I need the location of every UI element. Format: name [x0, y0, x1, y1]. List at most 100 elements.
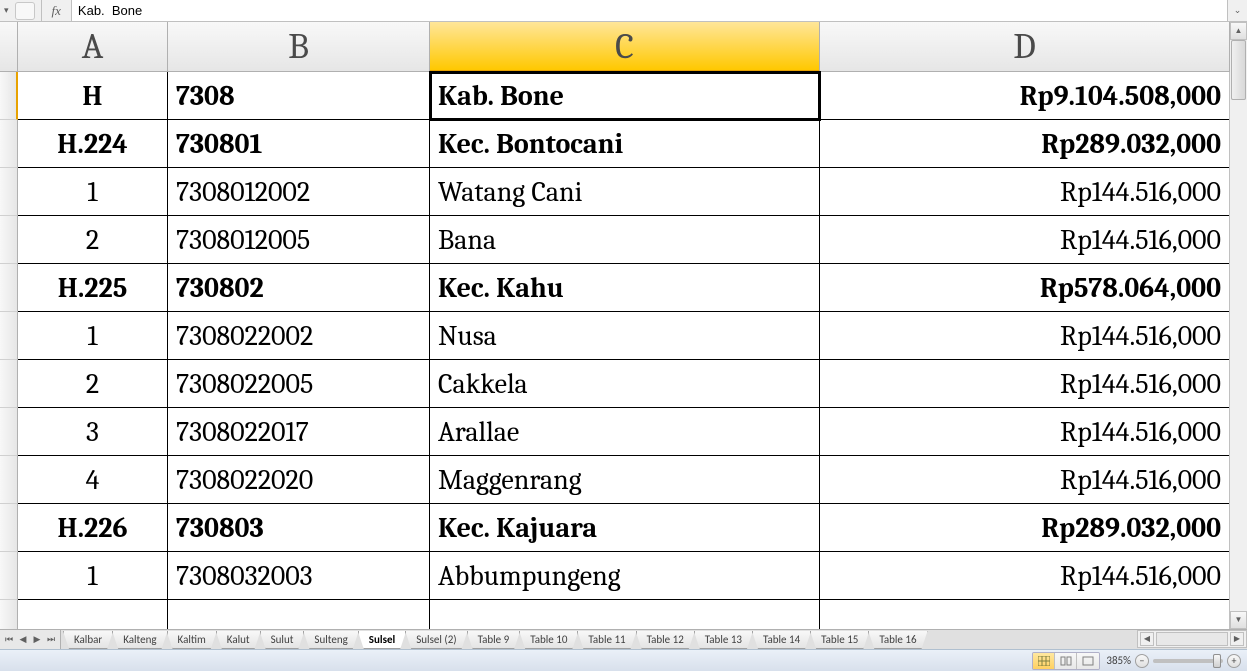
horizontal-scrollbar[interactable]: ◀ ▶	[1137, 630, 1247, 648]
cell[interactable]: 7308012005	[168, 216, 430, 264]
cell[interactable]: 2	[18, 360, 168, 408]
name-box-expand[interactable]	[15, 2, 35, 20]
cell[interactable]: Kec. Bontocani	[430, 120, 820, 168]
cell[interactable]: 1	[18, 312, 168, 360]
sheet-tab[interactable]: Sulteng	[303, 631, 358, 649]
row-header[interactable]	[0, 504, 18, 552]
row-header[interactable]	[0, 600, 18, 629]
cell[interactable]: Rp144.516,000	[820, 456, 1230, 504]
row-header[interactable]	[0, 456, 18, 504]
tab-prev-icon[interactable]: ◀	[16, 632, 30, 648]
scroll-up-icon[interactable]: ▲	[1230, 22, 1247, 40]
row-header[interactable]	[0, 120, 18, 168]
row-header[interactable]	[0, 264, 18, 312]
sheet-tab[interactable]: Kalteng	[112, 631, 167, 649]
row-header[interactable]	[0, 72, 18, 120]
cell[interactable]: 4	[18, 456, 168, 504]
hscroll-right-icon[interactable]: ▶	[1230, 632, 1244, 646]
cell[interactable]: Rp144.516,000	[820, 408, 1230, 456]
cell[interactable]: 730803	[168, 504, 430, 552]
sheet-tab[interactable]: Table 9	[467, 631, 521, 649]
view-layout-icon[interactable]	[1055, 653, 1077, 669]
cell[interactable]: 1	[18, 552, 168, 600]
zoom-level[interactable]: 385%	[1106, 654, 1131, 667]
sheet-tab[interactable]: Kalbar	[63, 631, 113, 649]
cell[interactable]: Rp144.516,000	[820, 216, 1230, 264]
cell[interactable]: Abbumpungeng	[430, 552, 820, 600]
sheet-tab[interactable]: Table 13	[694, 631, 753, 649]
row-header[interactable]	[0, 552, 18, 600]
formula-expand-icon[interactable]: ⌄	[1227, 0, 1247, 21]
formula-input[interactable]	[72, 0, 1227, 21]
scroll-thumb[interactable]	[1231, 40, 1246, 100]
row-header[interactable]	[0, 360, 18, 408]
cell[interactable]: Rp144.516,000	[820, 312, 1230, 360]
cell[interactable]	[820, 600, 1230, 629]
cell[interactable]: Rp289.032,000	[820, 504, 1230, 552]
zoom-out-icon[interactable]: −	[1135, 654, 1149, 668]
cell[interactable]: H.224	[18, 120, 168, 168]
zoom-slider[interactable]	[1153, 659, 1223, 663]
cell[interactable]: 2	[18, 216, 168, 264]
sheet-tab[interactable]: Sulsel (2)	[405, 631, 467, 649]
cell[interactable]: Nusa	[430, 312, 820, 360]
name-box[interactable]: ▾	[0, 0, 42, 21]
cell[interactable]: H.226	[18, 504, 168, 552]
select-all-corner[interactable]	[0, 22, 18, 72]
cell[interactable]: Rp144.516,000	[820, 168, 1230, 216]
column-header-A[interactable]: A	[18, 22, 168, 72]
cell[interactable]: H	[18, 72, 168, 120]
sheet-tab[interactable]: Table 16	[868, 631, 927, 649]
row-header[interactable]	[0, 312, 18, 360]
zoom-thumb[interactable]	[1213, 654, 1221, 668]
sheet-tab[interactable]: Table 11	[577, 631, 636, 649]
sheet-tab[interactable]: Table 15	[810, 631, 869, 649]
cell[interactable]: 1	[18, 168, 168, 216]
cell[interactable]: Kec. Kahu	[430, 264, 820, 312]
sheet-tab[interactable]: Kaltim	[167, 631, 217, 649]
cell[interactable]: 7308022017	[168, 408, 430, 456]
column-header-C[interactable]: C	[430, 22, 820, 72]
view-pagebreak-icon[interactable]	[1077, 653, 1099, 669]
tab-next-icon[interactable]: ▶	[30, 632, 44, 648]
tab-first-icon[interactable]: ⏮	[2, 632, 16, 648]
cell[interactable]: Bana	[430, 216, 820, 264]
tab-last-icon[interactable]: ⏭	[44, 632, 58, 648]
sheet-tab[interactable]: Kalut	[216, 631, 261, 649]
scroll-down-icon[interactable]: ▼	[1230, 611, 1247, 629]
vertical-scrollbar[interactable]: ▲ ▼	[1229, 22, 1247, 629]
hscroll-track[interactable]	[1156, 632, 1228, 646]
cell[interactable]: Rp9.104.508,000	[820, 72, 1230, 120]
sheet-tab[interactable]: Sulut	[260, 631, 305, 649]
cell[interactable]: Rp578.064,000	[820, 264, 1230, 312]
view-normal-icon[interactable]	[1033, 653, 1055, 669]
cell[interactable]: 7308032003	[168, 552, 430, 600]
cell[interactable]: Rp144.516,000	[820, 552, 1230, 600]
row-header[interactable]	[0, 168, 18, 216]
cell[interactable]: 730801	[168, 120, 430, 168]
sheet-tab[interactable]: Sulsel	[358, 631, 406, 649]
cell[interactable]: 3	[18, 408, 168, 456]
cell[interactable]: Kab. Bone	[430, 72, 820, 120]
cell[interactable]: 7308012002	[168, 168, 430, 216]
cell[interactable]	[430, 600, 820, 629]
row-header[interactable]	[0, 216, 18, 264]
cell[interactable]: 7308022002	[168, 312, 430, 360]
cell[interactable]: Arallae	[430, 408, 820, 456]
cell[interactable]: Maggenrang	[430, 456, 820, 504]
scroll-track[interactable]	[1230, 40, 1247, 611]
sheet-tab[interactable]: Table 12	[636, 631, 695, 649]
cell[interactable]: Cakkela	[430, 360, 820, 408]
cell[interactable]: 7308022020	[168, 456, 430, 504]
row-header[interactable]	[0, 408, 18, 456]
cell[interactable]: 7308	[168, 72, 430, 120]
cell[interactable]: 730802	[168, 264, 430, 312]
column-header-B[interactable]: B	[168, 22, 430, 72]
cell[interactable]	[168, 600, 430, 629]
fx-icon[interactable]: fx	[44, 3, 69, 19]
column-header-D[interactable]: D	[820, 22, 1230, 72]
zoom-in-icon[interactable]: +	[1227, 654, 1241, 668]
cell[interactable]: 7308022005	[168, 360, 430, 408]
cell[interactable]: Rp144.516,000	[820, 360, 1230, 408]
cell[interactable]: H.225	[18, 264, 168, 312]
